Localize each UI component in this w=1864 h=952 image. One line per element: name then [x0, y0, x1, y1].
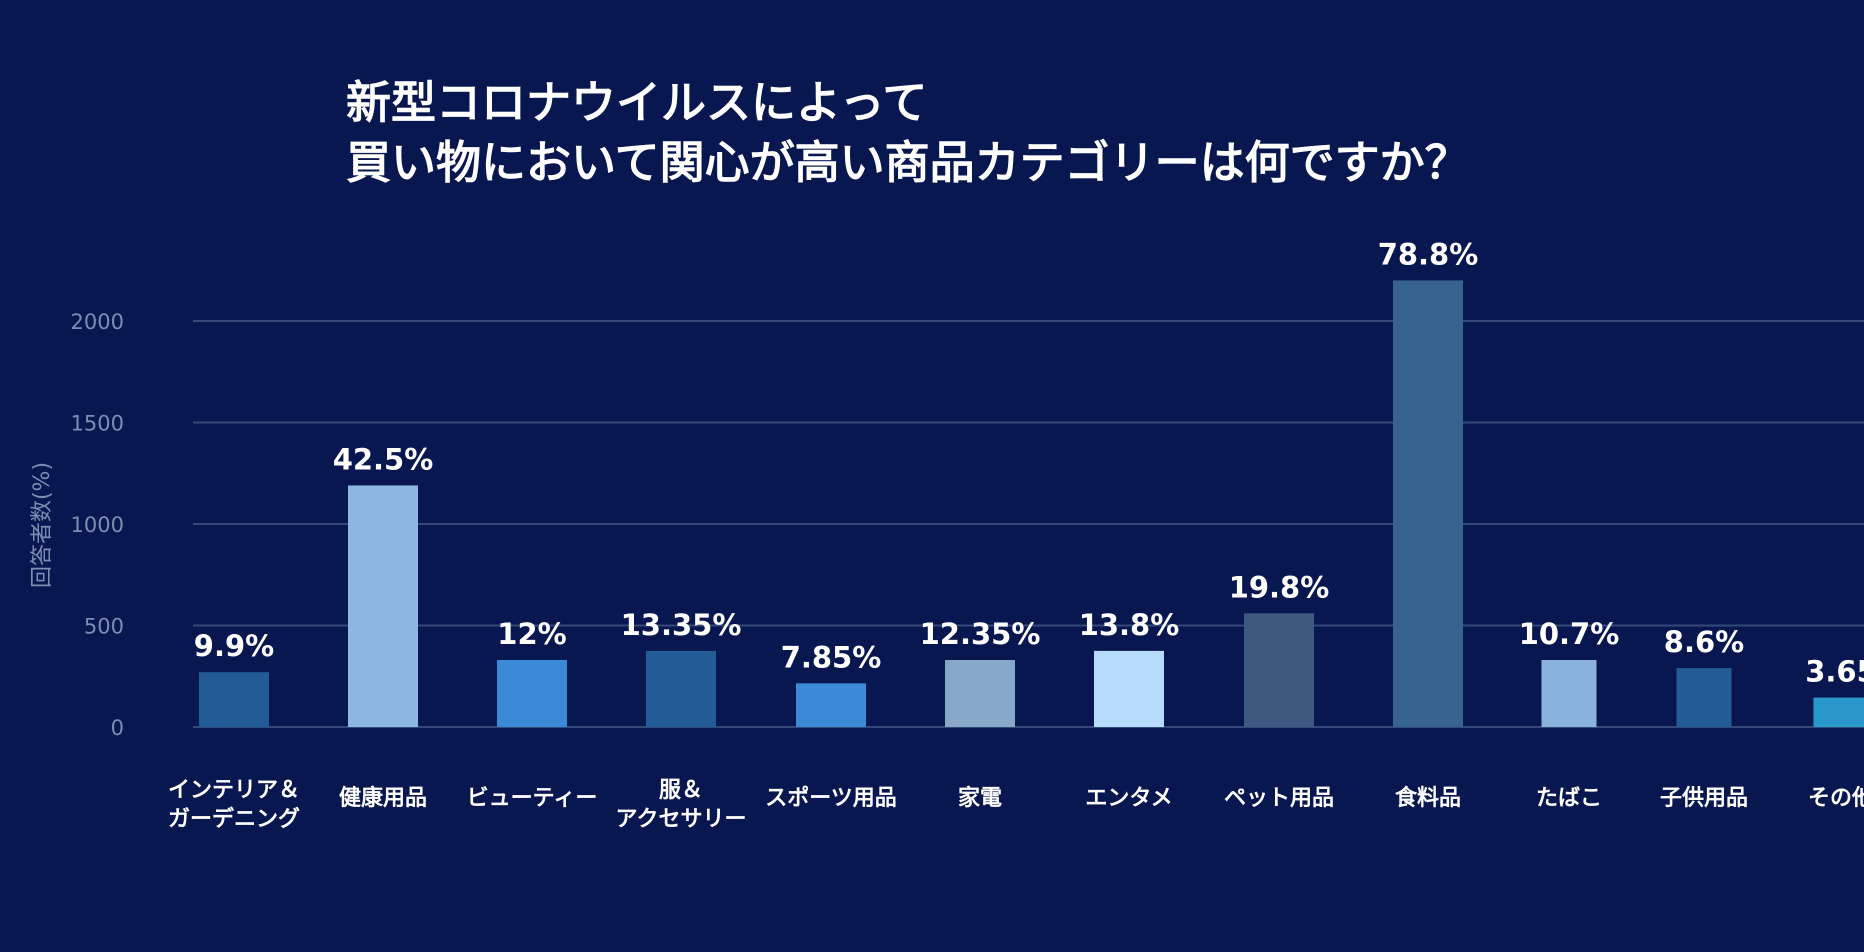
bar	[199, 672, 269, 727]
data-label: 9.9%	[194, 629, 274, 663]
x-tick-label: たばこ	[1536, 786, 1602, 811]
data-label: 8.6%	[1664, 625, 1744, 659]
data-label: 10.7%	[1519, 617, 1620, 651]
data-label: 13.35%	[621, 608, 742, 642]
y-tick-label: 1500	[71, 412, 124, 436]
x-tick-label: スポーツ用品	[765, 785, 897, 811]
bar	[1541, 660, 1597, 727]
x-tick-label: 食料品	[1395, 785, 1461, 811]
bar	[497, 660, 567, 727]
data-label: 13.8%	[1079, 608, 1180, 642]
y-tick-label: 0	[111, 716, 124, 740]
x-tick-label: 子供用品	[1660, 785, 1748, 811]
y-tick-label: 1000	[71, 513, 124, 537]
data-label: 19.8%	[1229, 570, 1330, 604]
chart-title-line-1: 新型コロナウイルスによって	[346, 76, 928, 129]
x-tick-label: 健康用品	[339, 785, 427, 811]
bar	[796, 683, 866, 727]
y-tick-label: 2000	[71, 310, 124, 334]
bar	[1244, 613, 1314, 727]
x-tick-label: ペット用品	[1224, 786, 1334, 811]
bar	[1094, 650, 1164, 727]
data-label: 12%	[497, 617, 566, 651]
bar	[1676, 668, 1732, 727]
data-label: 42.5%	[333, 442, 434, 476]
y-axis-label: 回答者数(%)	[30, 462, 55, 588]
x-tick-label: ガーデニング	[168, 806, 300, 832]
data-label: 12.35%	[920, 617, 1041, 651]
x-tick-label: その他	[1808, 786, 1864, 811]
data-label: 78.8%	[1378, 237, 1479, 271]
data-label: 3.65	[1805, 655, 1864, 689]
bar	[646, 650, 716, 727]
x-tick-label: エンタメ	[1085, 786, 1172, 811]
x-tick-label: 家電	[958, 785, 1002, 811]
bar	[945, 660, 1015, 727]
bar	[348, 485, 418, 727]
x-tick-label: ビューティー	[467, 786, 598, 811]
bar	[1393, 280, 1463, 727]
chart-title-line-2: 買い物において関心が高い商品カテゴリーは何ですか？	[346, 136, 1470, 189]
x-tick-label: 服＆	[659, 778, 703, 803]
x-tick-label: インテリア＆	[168, 778, 300, 803]
x-tick-label: アクセサリー	[616, 807, 747, 832]
y-tick-label: 500	[84, 615, 124, 639]
data-label: 7.85%	[781, 640, 882, 674]
bar	[1813, 697, 1864, 727]
